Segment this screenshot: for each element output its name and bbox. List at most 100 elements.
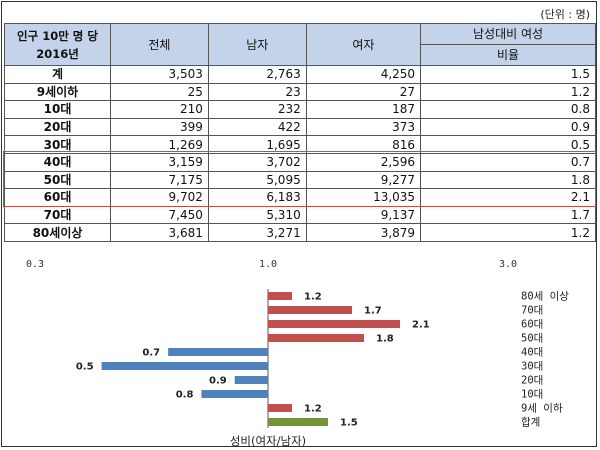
bar xyxy=(268,404,292,412)
cell-total: 7,175 xyxy=(110,170,209,190)
cell-ratio: 1.7 xyxy=(420,205,596,225)
data-label: 1.2 xyxy=(304,292,322,303)
header-male: 남자 xyxy=(207,23,307,66)
cell-male: 1,695 xyxy=(207,135,307,154)
table-row: 20대 399 422 373 0.9 xyxy=(4,117,596,137)
cell-female: 27 xyxy=(305,82,422,102)
cell-ratio: 0.8 xyxy=(420,100,596,119)
category-label: 50대 xyxy=(521,333,543,345)
cell-ratio: 0.7 xyxy=(420,152,596,172)
header-ratio-line2: 비율 xyxy=(420,44,596,66)
row-label: 10대 xyxy=(4,100,111,119)
data-label: 1.8 xyxy=(376,334,394,345)
data-label: 0.7 xyxy=(142,348,160,359)
bar xyxy=(268,306,352,314)
cell-male: 3,271 xyxy=(207,223,307,242)
cell-female: 816 xyxy=(305,135,422,154)
ratio-bar-chart: 0.3 1.0 3.0 1.2 80세 이상 1.7 70대 2.1 60대 1.8 50대 0.7 4… xyxy=(26,259,569,448)
cell-female: 13,035 xyxy=(305,188,422,207)
table-header-row-2: 비율 xyxy=(5,44,596,66)
table-row: 60대 9,702 6,183 13,035 2.1 xyxy=(4,188,596,207)
table-row: 50대 7,175 5,095 9,277 1.8 xyxy=(4,170,596,190)
cell-female: 373 xyxy=(305,117,422,137)
table-row: 30대 1,269 1,695 816 0.5 xyxy=(4,135,596,154)
cell-female: 2,596 xyxy=(305,152,422,172)
bar xyxy=(268,418,328,426)
category-label: 60대 xyxy=(521,319,543,331)
cell-ratio: 0.5 xyxy=(420,135,596,154)
category-label: 10대 xyxy=(521,389,543,401)
bar xyxy=(101,362,268,370)
bar xyxy=(268,334,364,342)
cell-total: 3,503 xyxy=(110,65,209,84)
cell-total: 399 xyxy=(110,117,209,137)
cell-female: 9,277 xyxy=(305,170,422,190)
data-label: 0.8 xyxy=(176,390,194,401)
header-female: 여자 xyxy=(305,23,422,66)
cell-female: 4,250 xyxy=(305,65,422,84)
cell-total: 9,702 xyxy=(110,188,209,207)
category-label: 합계 xyxy=(521,417,540,429)
row-label: 50대 xyxy=(4,170,111,190)
cell-ratio: 2.1 xyxy=(420,188,596,207)
cell-ratio: 1.2 xyxy=(420,82,596,102)
table-row: 80세이상 3,681 3,271 3,879 1.2 xyxy=(4,223,596,242)
table-header-row-1: 인구 10만 명 당 2016년 전체 남자 여자 남성대비 여성 xyxy=(4,23,596,66)
corner-header: 인구 10만 명 당 2016년 xyxy=(4,23,111,66)
category-label: 20대 xyxy=(521,375,543,387)
stats-table: 인구 10만 명 당 2016년 전체 남자 여자 남성대비 여성 비율 계 3,… xyxy=(4,23,596,242)
cell-male: 5,095 xyxy=(207,170,307,190)
header-ratio-line1: 남성대비 여성 xyxy=(420,23,596,45)
bar xyxy=(234,376,268,384)
data-label: 0.5 xyxy=(76,362,94,373)
table-row: 70대 7,450 5,310 9,137 1.7 xyxy=(4,205,596,225)
x-tick-label: 3.0 xyxy=(499,259,517,270)
cell-ratio: 1.8 xyxy=(420,170,596,190)
data-label: 1.5 xyxy=(340,418,358,429)
cell-ratio: 1.5 xyxy=(420,65,596,84)
data-label: 0.9 xyxy=(209,376,227,387)
table-row: 40대 3,159 3,702 2,596 0.7 xyxy=(4,152,596,172)
row-label: 40대 xyxy=(4,152,111,172)
data-label: 1.2 xyxy=(304,404,322,415)
row-label: 80세이상 xyxy=(4,223,111,242)
bar xyxy=(268,320,400,328)
table-body: 계 3,503 2,763 4,250 1.5 9세이하 25 23 27 1.2 10대 210 23… xyxy=(4,65,596,242)
header-total: 전체 xyxy=(110,23,209,66)
row-label: 20대 xyxy=(4,117,111,137)
cell-male: 3,702 xyxy=(207,152,307,172)
cell-total: 25 xyxy=(110,82,209,102)
cell-total: 3,681 xyxy=(110,223,209,242)
cell-male: 422 xyxy=(207,117,307,137)
row-label: 70대 xyxy=(4,205,111,225)
cell-male: 6,183 xyxy=(207,188,307,207)
cell-total: 7,450 xyxy=(110,205,209,225)
table-row: 9세이하 25 23 27 1.2 xyxy=(4,82,596,102)
data-label: 1.7 xyxy=(364,306,382,317)
cell-total: 3,159 xyxy=(110,152,209,172)
row-label: 30대 xyxy=(4,135,111,154)
category-label: 70대 xyxy=(521,305,543,317)
category-label: 80세 이상 xyxy=(521,291,569,303)
table-row: 계 3,503 2,763 4,250 1.5 xyxy=(4,65,596,84)
cell-male: 5,310 xyxy=(207,205,307,225)
corner-line2: 2016년 xyxy=(36,46,79,61)
cell-ratio: 1.2 xyxy=(420,223,596,242)
cell-male: 2,763 xyxy=(207,65,307,84)
bar xyxy=(201,390,268,398)
category-label: 9세 이하 xyxy=(521,402,563,415)
x-axis-label: 성비(여자/남자) xyxy=(230,434,306,448)
x-tick-label: 1.0 xyxy=(259,259,277,270)
row-label: 계 xyxy=(4,65,111,84)
cell-total: 1,269 xyxy=(110,135,209,154)
bar xyxy=(268,292,292,300)
row-label: 60대 xyxy=(4,188,111,207)
category-label: 30대 xyxy=(521,361,543,373)
cell-female: 187 xyxy=(305,100,422,119)
cell-male: 232 xyxy=(207,100,307,119)
category-label: 40대 xyxy=(521,347,543,359)
data-label: 2.1 xyxy=(412,320,430,331)
x-tick-label: 0.3 xyxy=(26,259,44,270)
bar xyxy=(168,348,268,356)
